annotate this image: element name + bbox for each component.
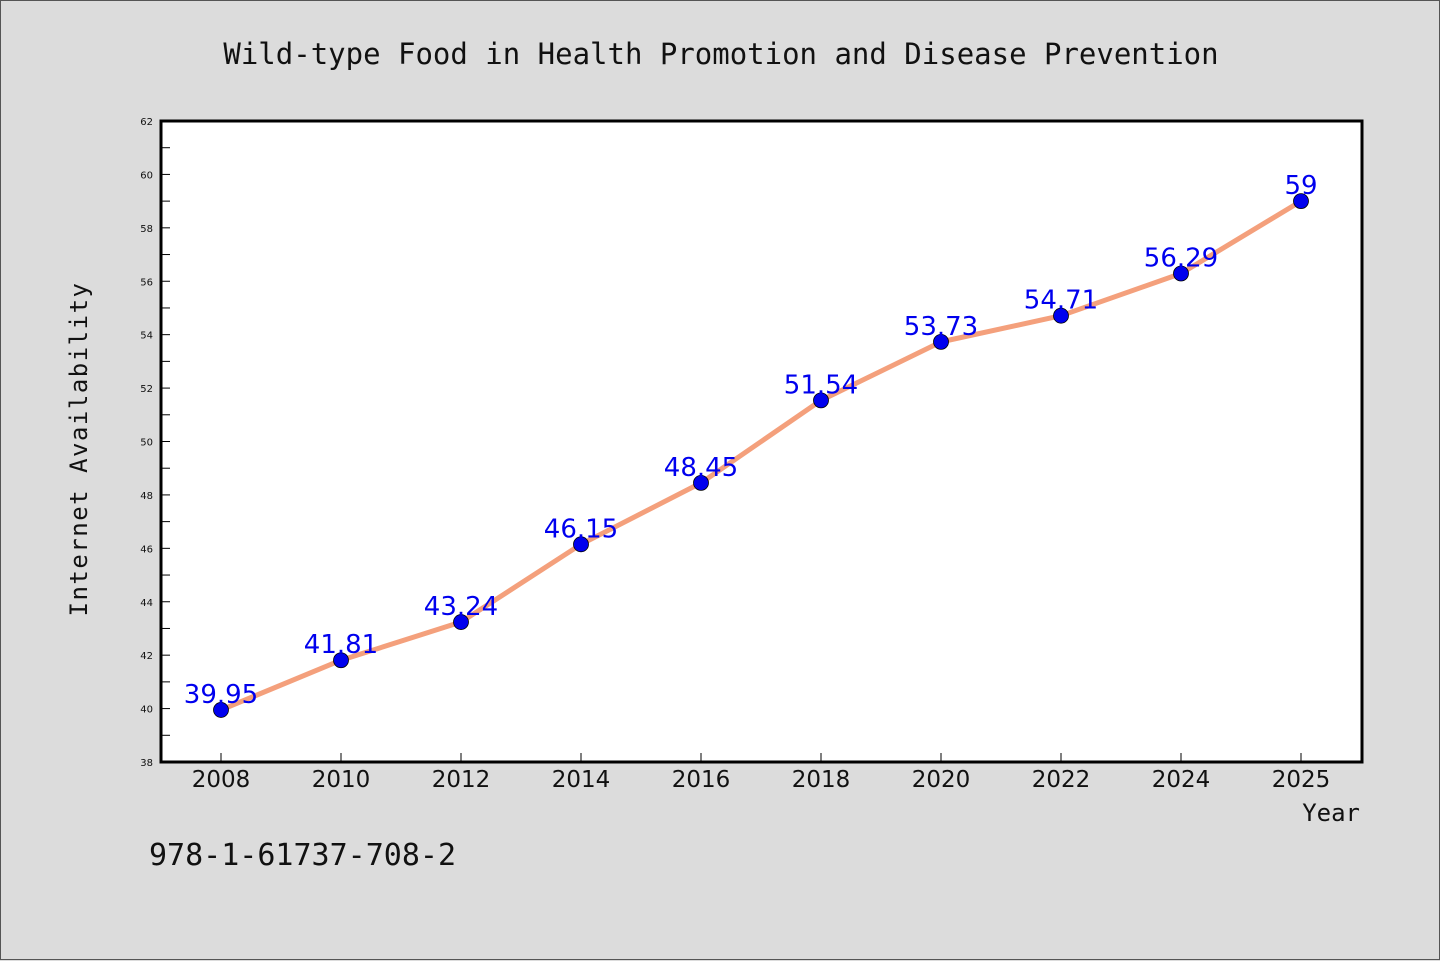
data-labels: 39.95 41.81 43.24 46.15 48.45 51.54 53.73 54.71…	[184, 171, 1318, 710]
x-axis-label: Year	[1302, 799, 1360, 827]
x-tick-label: 2020	[912, 767, 971, 793]
x-tick-label: 2025	[1272, 767, 1331, 793]
y-tick-label: 60	[140, 170, 153, 181]
x-tick-label: 2018	[792, 767, 851, 793]
x-tick-label: 2024	[1152, 767, 1211, 793]
y-tick-label: 54	[140, 331, 153, 342]
data-label: 39.95	[184, 680, 258, 710]
data-point	[933, 333, 949, 350]
x-tick-label: 2012	[432, 767, 491, 793]
chart-title: Wild-type Food in Health Promotion and D…	[223, 37, 1218, 71]
data-label: 53.73	[904, 312, 978, 342]
data-label: 41.81	[304, 630, 378, 660]
data-label: 56.29	[1144, 244, 1218, 274]
data-point	[573, 536, 589, 553]
y-tick-label: 44	[140, 598, 153, 609]
x-tick-label: 2008	[192, 767, 251, 793]
data-label: 43.24	[424, 592, 498, 622]
data-point	[453, 614, 469, 630]
series-line	[218, 198, 1304, 713]
data-point	[693, 474, 709, 491]
data-label: 46.15	[544, 514, 618, 544]
data-point	[1293, 193, 1309, 210]
plot-border	[159, 119, 1364, 764]
x-tick-label: 2022	[1032, 767, 1091, 793]
series-markers	[213, 193, 1309, 718]
data-label: 54.71	[1024, 286, 1098, 316]
y-tick-label: 42	[140, 651, 153, 662]
data-label: 59	[1284, 171, 1317, 201]
data-point	[1173, 265, 1189, 282]
data-point	[1053, 307, 1069, 324]
y-tick-label: 38	[140, 758, 153, 769]
y-tick-label: 46	[140, 544, 153, 555]
y-tick-label: 40	[140, 705, 153, 716]
y-tick-label: 50	[140, 438, 153, 449]
x-tick-label: 2016	[672, 767, 731, 793]
x-axis-ticks: 2008 2010 2012 2014 2016 2018 2020 2022 2024 2025	[192, 753, 1331, 793]
data-label: 51.54	[784, 370, 858, 400]
x-tick-label: 2014	[552, 767, 611, 793]
y-tick-label: 62	[140, 117, 153, 128]
y-tick-label: 52	[140, 384, 153, 395]
y-tick-label: 56	[140, 277, 153, 288]
y-axis-label: Internet Availability	[65, 282, 93, 617]
data-point	[813, 392, 829, 409]
x-tick-label: 2010	[312, 767, 371, 793]
isbn-text: 978-1-61737-708-2	[149, 838, 456, 873]
data-point	[333, 652, 349, 669]
data-point	[213, 702, 229, 718]
y-tick-label: 58	[140, 224, 153, 235]
y-tick-label: 48	[140, 491, 153, 502]
data-label: 48.45	[664, 453, 738, 483]
